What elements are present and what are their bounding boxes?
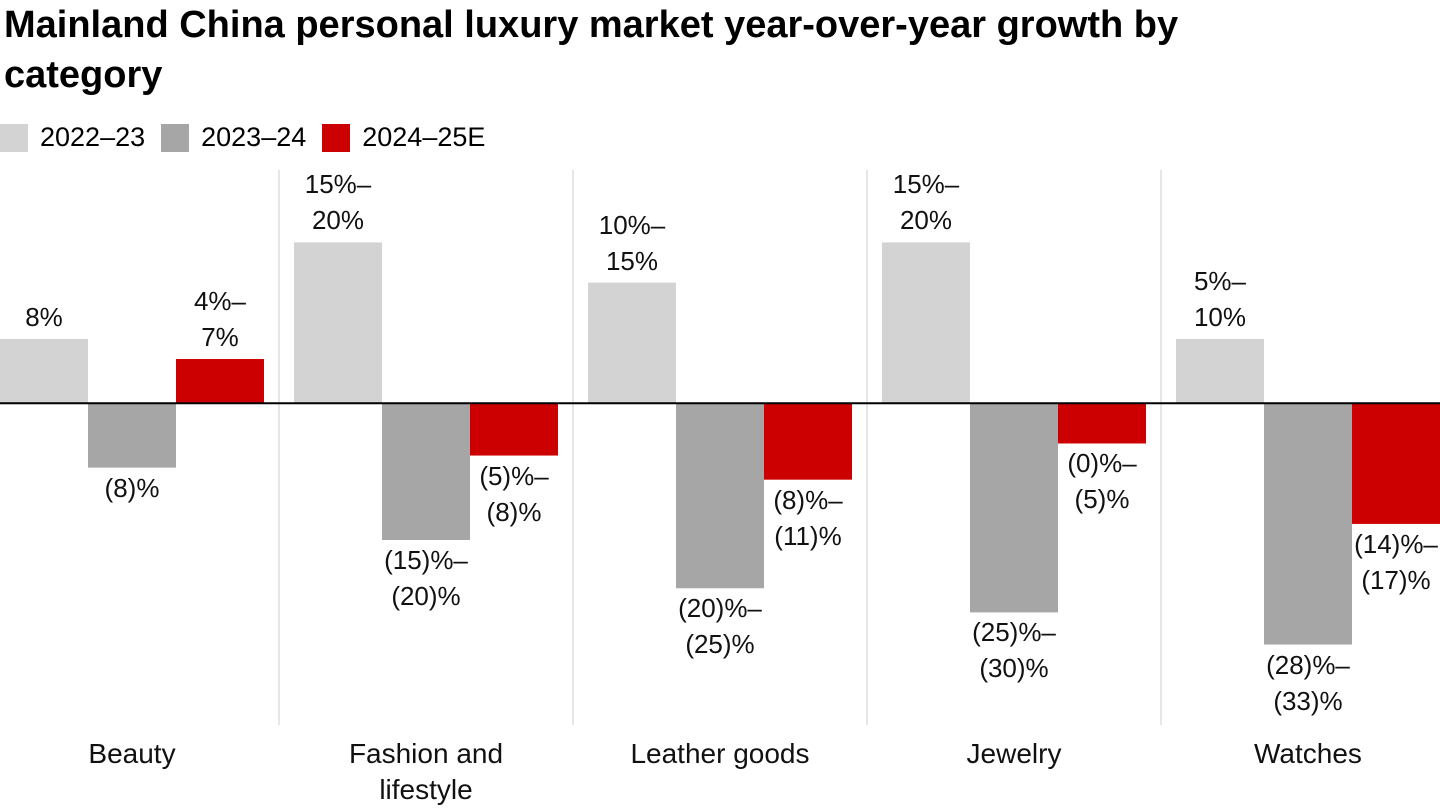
bar xyxy=(382,403,470,540)
value-label: (28)%– (33)% xyxy=(1266,649,1350,716)
bar xyxy=(764,403,852,480)
legend-item: 2022–23 xyxy=(0,122,145,153)
x-tick-label: Leather goods xyxy=(630,738,810,769)
value-label: 10%– 15% xyxy=(598,209,666,276)
x-tick-label: Watches xyxy=(1254,738,1362,769)
legend-swatch xyxy=(161,123,190,152)
value-label: (5)%– (8)% xyxy=(479,460,549,527)
value-label: (14)%– (17)% xyxy=(1354,528,1438,595)
value-label: 4%– 7% xyxy=(193,286,247,353)
value-label: 15%– 20% xyxy=(304,169,372,236)
bar xyxy=(1176,338,1264,404)
legend-label: 2024–25E xyxy=(362,122,486,152)
legend-label: 2023–24 xyxy=(201,122,307,152)
x-tick-label: Beauty xyxy=(88,738,176,769)
value-label: (8)% xyxy=(104,472,160,503)
legend-swatch xyxy=(0,123,28,152)
value-label: (25)%– (30)% xyxy=(972,617,1056,684)
value-label: (0)%– (5)% xyxy=(1067,448,1137,515)
x-tick-label: Fashion and lifestyle xyxy=(348,738,504,805)
bar xyxy=(88,403,176,468)
legend: 2022–23 2023–24 2024–25E xyxy=(0,122,485,153)
legend-item: 2023–24 xyxy=(161,122,306,153)
bar xyxy=(1058,403,1146,444)
value-label: 8% xyxy=(25,301,63,332)
bar xyxy=(588,282,676,404)
value-label: (15)%– (20)% xyxy=(384,545,468,611)
value-label: (20)%– (25)% xyxy=(678,593,762,660)
chart-title: Mainland China personal luxury market ye… xyxy=(4,4,1179,96)
bar xyxy=(176,359,264,404)
bar xyxy=(676,403,764,589)
x-tick-label: Jewelry xyxy=(966,738,1062,769)
bar xyxy=(970,403,1058,613)
value-label: 5%– 10% xyxy=(1193,265,1247,332)
bar xyxy=(1264,403,1352,645)
bar xyxy=(1352,403,1440,524)
bar xyxy=(294,242,382,404)
bar xyxy=(0,338,88,404)
value-label: 15%– 20% xyxy=(892,169,960,236)
legend-item: 2024–25E xyxy=(322,122,485,153)
value-label: (8)%– (11)% xyxy=(773,484,843,551)
legend-label: 2022–23 xyxy=(40,122,146,152)
bar xyxy=(470,403,558,456)
legend-swatch xyxy=(322,123,351,152)
bar xyxy=(882,242,970,404)
